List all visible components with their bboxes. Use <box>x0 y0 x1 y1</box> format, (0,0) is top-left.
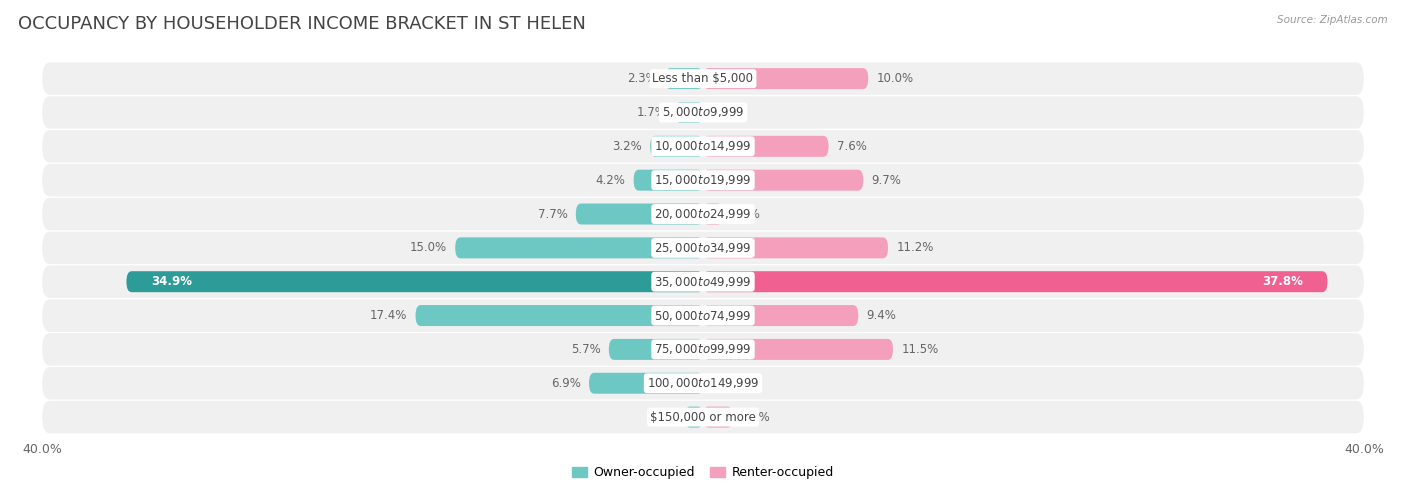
Text: $20,000 to $24,999: $20,000 to $24,999 <box>654 207 752 221</box>
FancyBboxPatch shape <box>589 373 703 394</box>
Text: $5,000 to $9,999: $5,000 to $9,999 <box>662 105 744 120</box>
FancyBboxPatch shape <box>42 130 1364 163</box>
Text: 2.3%: 2.3% <box>627 72 657 85</box>
FancyBboxPatch shape <box>703 407 733 428</box>
FancyBboxPatch shape <box>576 204 703 225</box>
Text: $25,000 to $34,999: $25,000 to $34,999 <box>654 241 752 255</box>
Text: $100,000 to $149,999: $100,000 to $149,999 <box>647 376 759 390</box>
Text: 9.4%: 9.4% <box>866 309 897 322</box>
Text: 7.7%: 7.7% <box>537 208 568 221</box>
Text: 3.2%: 3.2% <box>612 140 643 153</box>
Text: Less than $5,000: Less than $5,000 <box>652 72 754 85</box>
FancyBboxPatch shape <box>685 407 703 428</box>
FancyBboxPatch shape <box>42 401 1364 434</box>
Text: 4.2%: 4.2% <box>596 174 626 187</box>
Text: $35,000 to $49,999: $35,000 to $49,999 <box>654 275 752 289</box>
Text: 11.2%: 11.2% <box>896 242 934 254</box>
FancyBboxPatch shape <box>42 367 1364 399</box>
Text: 1.1%: 1.1% <box>647 411 676 424</box>
Text: $150,000 or more: $150,000 or more <box>650 411 756 424</box>
Text: $75,000 to $99,999: $75,000 to $99,999 <box>654 343 752 356</box>
Text: 1.2%: 1.2% <box>731 208 761 221</box>
FancyBboxPatch shape <box>42 299 1364 332</box>
Text: 11.5%: 11.5% <box>901 343 938 356</box>
Text: 0.0%: 0.0% <box>711 377 741 390</box>
Text: 37.8%: 37.8% <box>1261 275 1303 288</box>
FancyBboxPatch shape <box>42 62 1364 95</box>
Text: 1.8%: 1.8% <box>741 411 770 424</box>
FancyBboxPatch shape <box>703 271 1327 292</box>
FancyBboxPatch shape <box>609 339 703 360</box>
FancyBboxPatch shape <box>703 339 893 360</box>
Text: 34.9%: 34.9% <box>152 275 193 288</box>
Text: 17.4%: 17.4% <box>370 309 408 322</box>
FancyBboxPatch shape <box>416 305 703 326</box>
Text: 6.9%: 6.9% <box>551 377 581 390</box>
Text: 7.6%: 7.6% <box>837 140 866 153</box>
FancyBboxPatch shape <box>675 102 703 123</box>
FancyBboxPatch shape <box>703 204 723 225</box>
Text: 0.0%: 0.0% <box>711 106 741 119</box>
FancyBboxPatch shape <box>650 136 703 157</box>
FancyBboxPatch shape <box>42 96 1364 129</box>
FancyBboxPatch shape <box>42 198 1364 230</box>
FancyBboxPatch shape <box>703 305 858 326</box>
Text: 9.7%: 9.7% <box>872 174 901 187</box>
FancyBboxPatch shape <box>456 237 703 259</box>
FancyBboxPatch shape <box>703 237 889 259</box>
FancyBboxPatch shape <box>665 68 703 89</box>
Text: 10.0%: 10.0% <box>876 72 914 85</box>
FancyBboxPatch shape <box>42 265 1364 298</box>
Text: $15,000 to $19,999: $15,000 to $19,999 <box>654 173 752 187</box>
Text: OCCUPANCY BY HOUSEHOLDER INCOME BRACKET IN ST HELEN: OCCUPANCY BY HOUSEHOLDER INCOME BRACKET … <box>18 15 586 33</box>
Text: 5.7%: 5.7% <box>571 343 600 356</box>
Text: $10,000 to $14,999: $10,000 to $14,999 <box>654 139 752 153</box>
FancyBboxPatch shape <box>703 170 863 191</box>
FancyBboxPatch shape <box>42 333 1364 365</box>
FancyBboxPatch shape <box>703 68 868 89</box>
FancyBboxPatch shape <box>42 232 1364 264</box>
FancyBboxPatch shape <box>42 164 1364 196</box>
FancyBboxPatch shape <box>634 170 703 191</box>
Text: $50,000 to $74,999: $50,000 to $74,999 <box>654 309 752 323</box>
FancyBboxPatch shape <box>127 271 703 292</box>
FancyBboxPatch shape <box>703 136 828 157</box>
Legend: Owner-occupied, Renter-occupied: Owner-occupied, Renter-occupied <box>568 461 838 484</box>
Text: 1.7%: 1.7% <box>637 106 666 119</box>
Text: Source: ZipAtlas.com: Source: ZipAtlas.com <box>1277 15 1388 25</box>
Text: 15.0%: 15.0% <box>409 242 447 254</box>
